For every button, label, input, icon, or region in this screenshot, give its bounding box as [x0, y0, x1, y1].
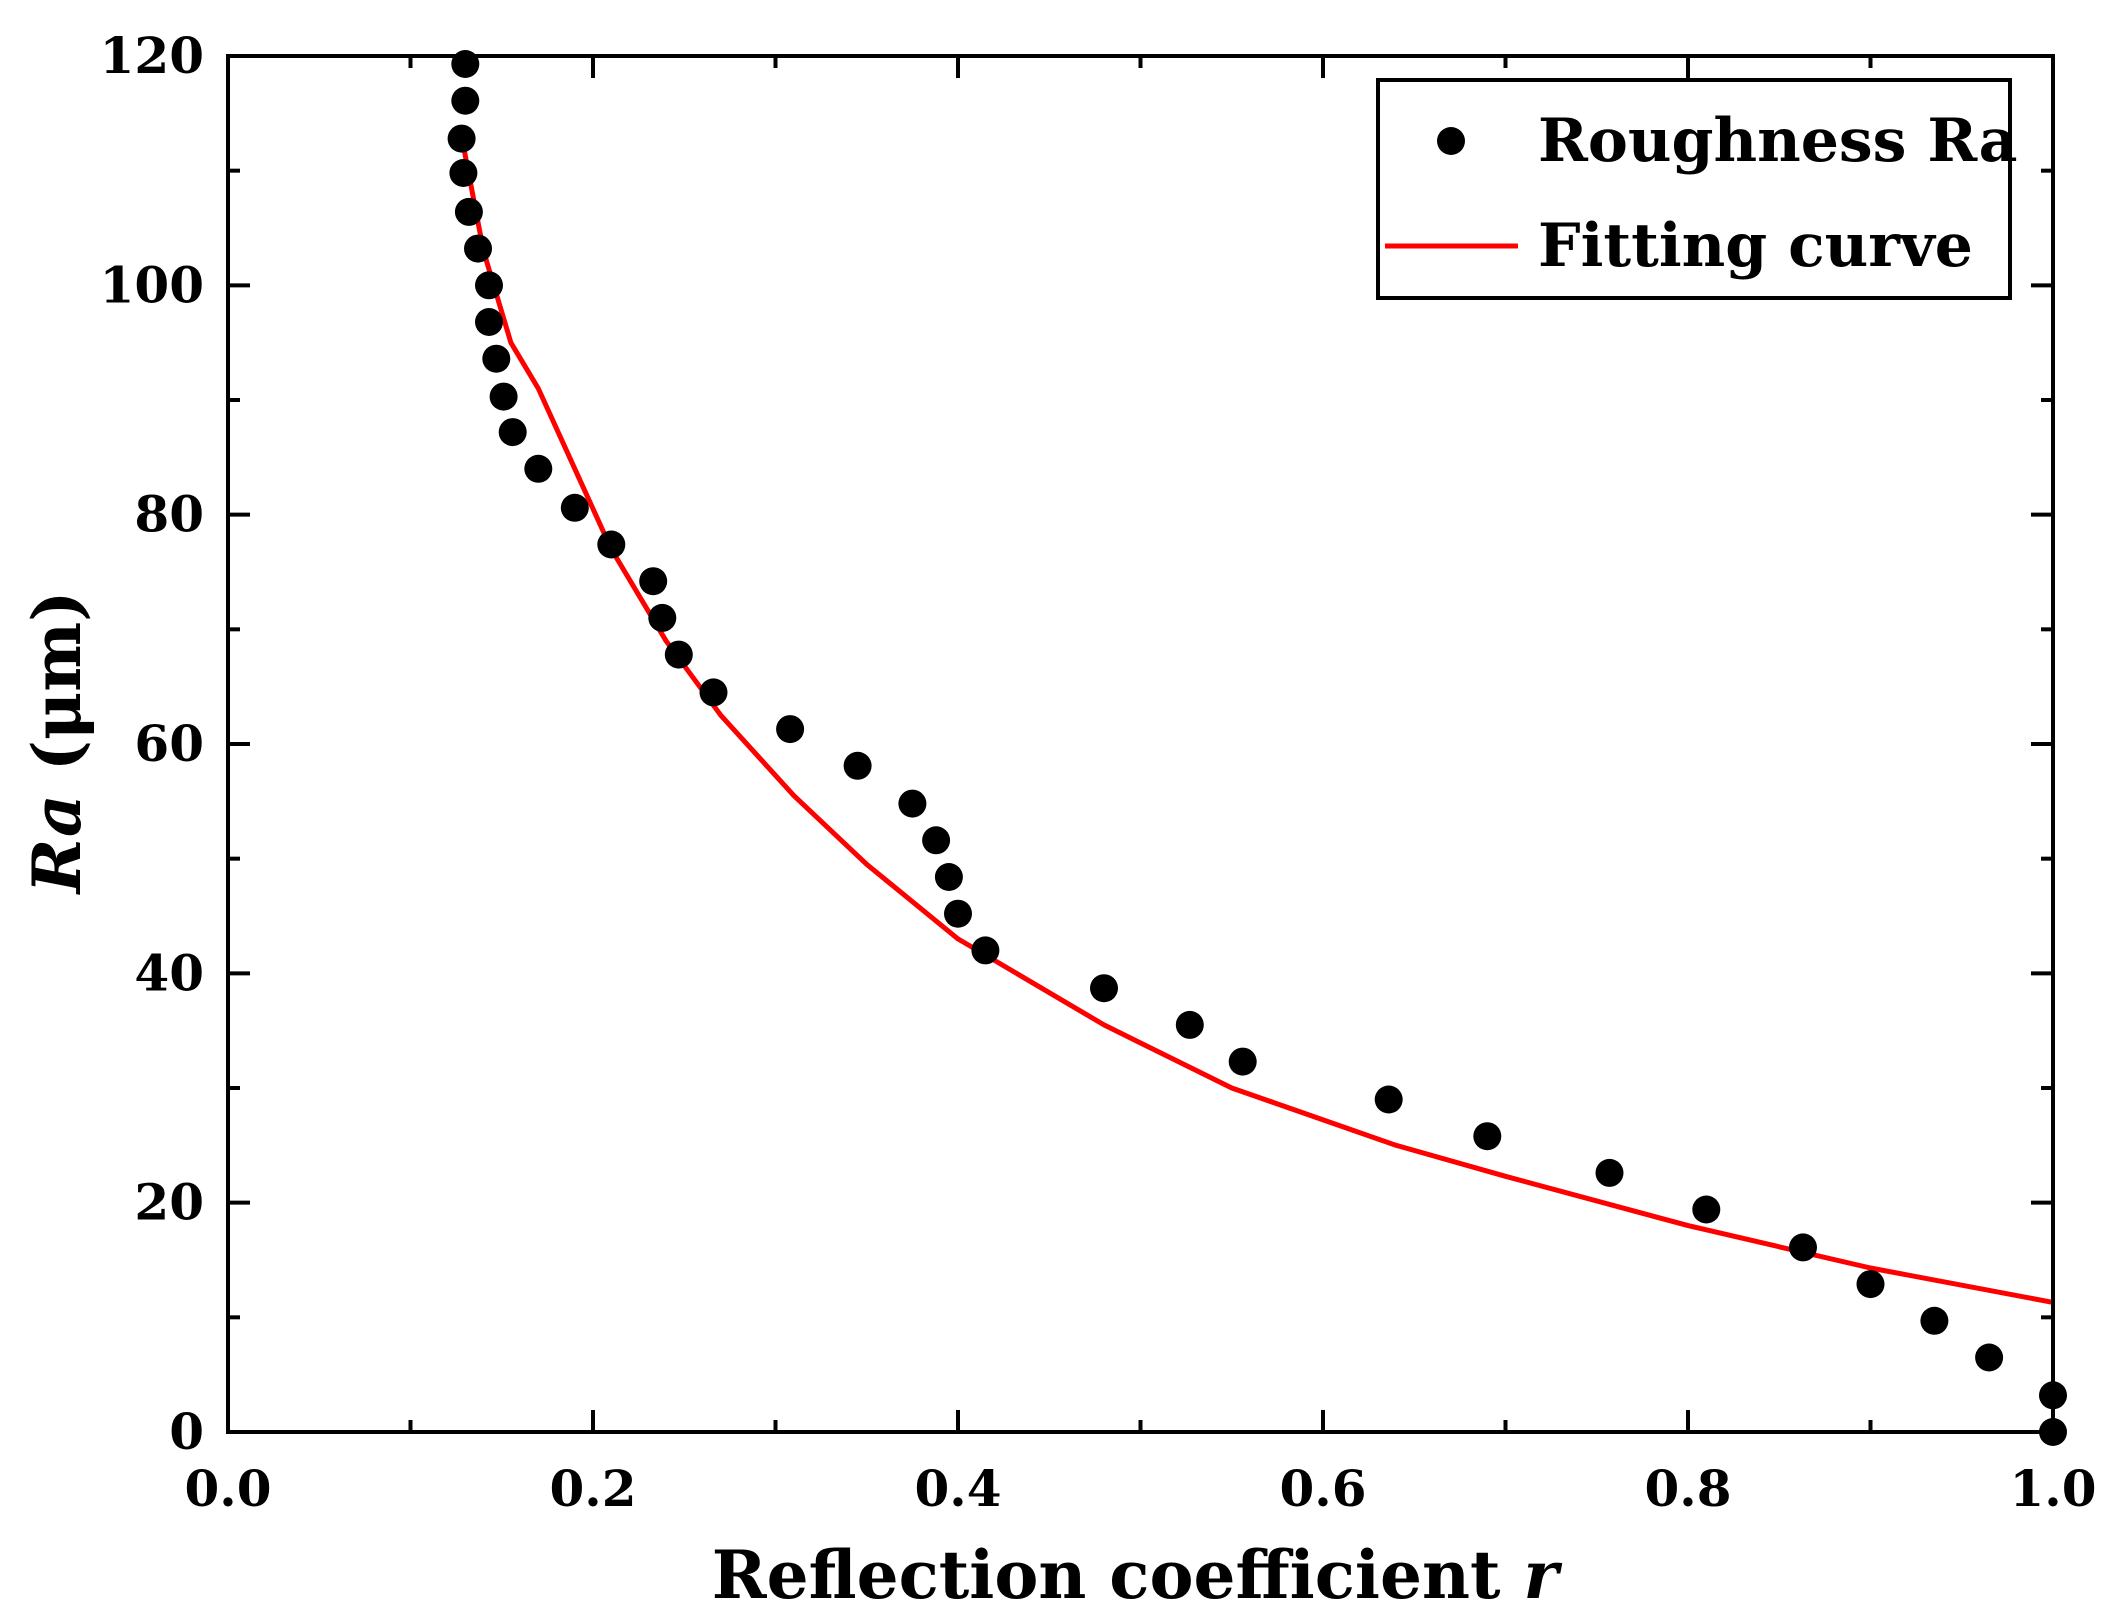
roughness-point — [560, 493, 589, 522]
roughness-point — [1856, 1270, 1885, 1299]
roughness-point — [1090, 974, 1118, 1003]
y-tick-label: 40 — [134, 943, 204, 1002]
roughness-point — [475, 271, 503, 300]
legend: Roughness Ra Fitting curve — [1376, 78, 2017, 300]
roughness-point — [699, 678, 728, 707]
roughness-point — [464, 234, 492, 263]
roughness-point — [597, 530, 626, 559]
roughness-point — [475, 308, 503, 336]
roughness-point — [648, 603, 677, 632]
roughness-point — [1374, 1085, 1403, 1114]
roughness-point — [482, 344, 511, 373]
x-axis-label: Reflection coefficient r — [712, 1536, 1563, 1614]
legend-box — [1376, 78, 2012, 300]
x-axis-label-main: Reflection coefficient — [712, 1536, 1524, 1614]
legend-marker-roughness — [1437, 127, 1465, 155]
roughness-point — [1920, 1306, 1949, 1335]
roughness-point — [1473, 1122, 1502, 1151]
legend-label-roughness: Roughness Ra — [1538, 106, 2017, 176]
roughness-point — [1975, 1343, 2004, 1372]
x-tick-label: 0.6 — [1280, 1459, 1367, 1518]
y-tick-label: 20 — [134, 1173, 204, 1232]
y-axis-label: Ra (μm) — [18, 591, 96, 896]
roughness-point — [639, 567, 668, 596]
fit-layer — [459, 135, 2054, 1305]
x-axis-label-var: r — [1523, 1536, 1562, 1614]
roughness-point — [1175, 1010, 1204, 1039]
roughness-point — [449, 159, 478, 187]
x-tick-label: 0.4 — [915, 1459, 1002, 1518]
fitting-curve-line — [459, 135, 2054, 1305]
x-tick-label: 1.0 — [2010, 1459, 2097, 1518]
y-tick-label: 60 — [134, 714, 204, 773]
roughness-point — [776, 715, 805, 744]
x-tick-label: 0.0 — [185, 1459, 272, 1518]
roughness-point — [944, 899, 972, 928]
roughness-point — [1595, 1158, 1624, 1187]
legend-label-fitting: Fitting curve — [1538, 211, 1973, 281]
roughness-point — [524, 454, 553, 483]
roughness-point — [898, 789, 927, 818]
roughness-point — [498, 418, 527, 447]
roughness-point — [922, 826, 951, 855]
roughness-point — [971, 936, 1000, 965]
y-tick-label: 120 — [100, 26, 204, 85]
y-axis-label-var: Ra — [18, 794, 96, 895]
roughness-point — [1692, 1195, 1721, 1224]
roughness-point — [451, 86, 480, 115]
y-tick-label: 100 — [100, 255, 204, 314]
x-tick-label: 0.2 — [550, 1459, 637, 1518]
roughness-point — [843, 751, 872, 780]
roughness-point — [489, 382, 518, 411]
roughness-point — [664, 640, 693, 669]
ticks-layer — [226, 54, 2055, 1434]
roughness-point — [454, 197, 483, 226]
y-tick-label: 0 — [169, 1402, 204, 1461]
y-axis-label-unit: (μm) — [18, 591, 96, 795]
x-tick-label: 0.8 — [1645, 1459, 1732, 1518]
tick-labels-layer: 0.0 0.2 0.4 0.6 0.8 1.0 0 20 40 60 80 100 120 — [100, 26, 2097, 1518]
roughness-point — [447, 124, 476, 153]
roughness-point — [1228, 1047, 1257, 1076]
roughness-point — [1789, 1233, 1817, 1262]
y-tick-label: 80 — [134, 485, 204, 544]
roughness-point — [934, 863, 963, 891]
